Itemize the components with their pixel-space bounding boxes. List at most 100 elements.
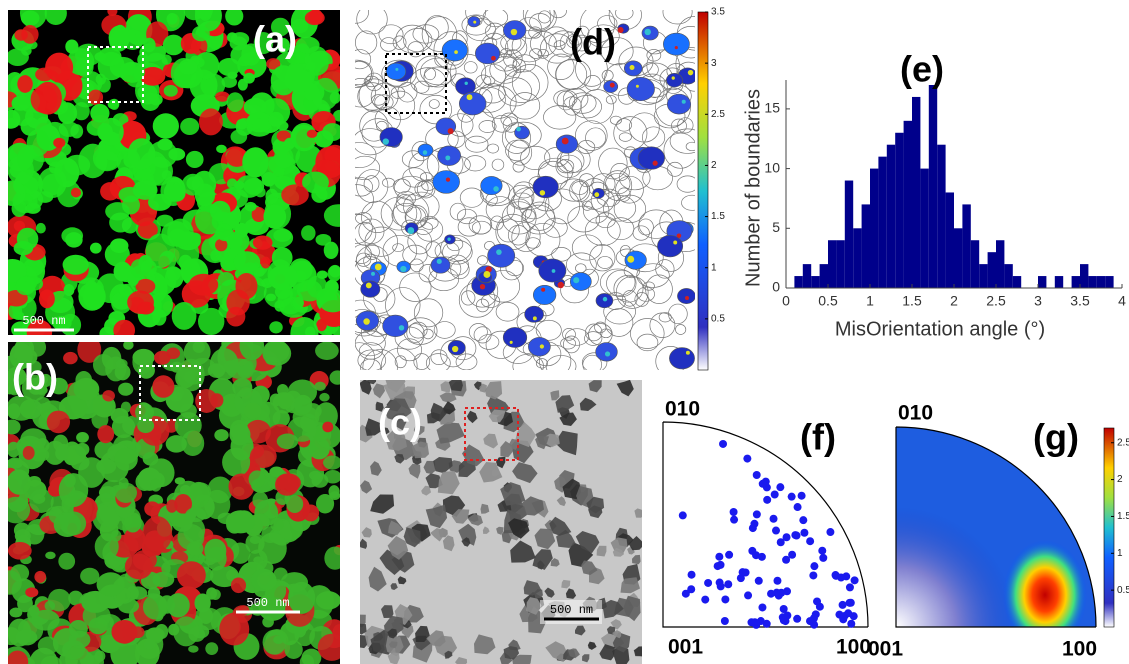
- grain-map: [533, 285, 556, 304]
- grain: [175, 477, 185, 484]
- grain: [64, 155, 90, 176]
- grain: [128, 138, 156, 169]
- x-tick-label: 3.5: [1070, 293, 1090, 309]
- grain: [90, 243, 102, 254]
- grain-spot: [399, 325, 404, 330]
- grain-spot: [558, 282, 564, 288]
- grain: [167, 13, 178, 25]
- grain: [179, 59, 197, 74]
- orientation-point: [780, 605, 788, 613]
- grain: [172, 302, 197, 330]
- grain: [3, 419, 20, 434]
- grain: [205, 642, 218, 655]
- panel-c: (c)500 nm: [353, 371, 647, 664]
- grain-spot: [516, 127, 521, 132]
- grain: [152, 309, 166, 326]
- x-tick-label: 1: [866, 293, 874, 309]
- grain-spot: [366, 283, 372, 289]
- bar: [962, 204, 970, 288]
- grain: [36, 223, 46, 234]
- chart-title: (e): [900, 49, 944, 90]
- grain: [6, 48, 29, 66]
- orientation-point: [744, 591, 752, 599]
- grain: [97, 425, 114, 443]
- y-tick-label: 0: [772, 279, 780, 295]
- grain-spot: [627, 256, 634, 263]
- grain: [161, 54, 171, 64]
- orientation-point: [773, 577, 781, 585]
- grain-map: [657, 235, 682, 257]
- grain: [45, 53, 73, 83]
- grain-spot: [483, 271, 490, 278]
- corner-label: 010: [665, 398, 700, 421]
- grain-spot: [552, 269, 556, 273]
- grain: [31, 85, 58, 113]
- grain-spot: [467, 94, 473, 100]
- colorbar-tick-label: 1.5: [711, 211, 725, 222]
- grain: [250, 444, 277, 468]
- grain-spot: [447, 238, 450, 241]
- grain: [95, 151, 118, 171]
- grain: [253, 236, 273, 250]
- grain-map: [570, 273, 591, 291]
- bar: [1097, 276, 1105, 288]
- grain: [329, 265, 341, 278]
- grain: [323, 455, 342, 469]
- grain: [153, 113, 179, 139]
- grain: [324, 547, 345, 570]
- grain: [6, 395, 36, 420]
- grain: [318, 634, 346, 661]
- grain: [192, 26, 210, 41]
- grain-spot: [437, 259, 442, 264]
- grain: [64, 284, 75, 296]
- grain: [277, 434, 299, 450]
- grain: [45, 601, 56, 611]
- grain: [242, 147, 268, 177]
- grain: [9, 607, 22, 617]
- orientation-point: [704, 579, 712, 587]
- grain: [307, 276, 328, 298]
- grain: [99, 327, 113, 341]
- grain-spot: [375, 264, 382, 271]
- grain: [54, 512, 81, 537]
- x-tick-label: 3: [1034, 293, 1042, 309]
- orientation-point: [755, 577, 763, 585]
- grain: [199, 608, 213, 624]
- grain: [63, 352, 78, 364]
- grain: [83, 283, 105, 309]
- grain: [307, 130, 317, 138]
- orientation-point: [771, 491, 779, 499]
- colorbar-tick-label: 3: [711, 58, 717, 69]
- bar: [1080, 264, 1088, 288]
- grain: [304, 86, 316, 100]
- grain: [175, 368, 195, 388]
- grain: [187, 541, 204, 555]
- grain-map: [433, 170, 460, 193]
- y-tick-label: 5: [772, 219, 780, 235]
- grain-map: [528, 337, 550, 356]
- colorbar-tick-label: 2.5: [711, 109, 725, 120]
- grain: [98, 47, 122, 66]
- grain: [232, 378, 252, 397]
- orientation-point: [772, 527, 780, 535]
- orientation-point: [776, 483, 784, 491]
- corner-label: 001: [868, 638, 903, 661]
- grain: [17, 75, 32, 93]
- grain-spot: [594, 192, 599, 197]
- y-axis-label: Number of boundaries: [742, 89, 764, 287]
- grain: [245, 202, 257, 212]
- grain: [118, 383, 133, 396]
- grain: [73, 102, 90, 120]
- orientation-point: [826, 528, 834, 536]
- bar: [937, 145, 945, 288]
- grain: [249, 470, 266, 488]
- panel-label: (b): [12, 357, 58, 398]
- grain: [263, 630, 287, 655]
- bar: [820, 264, 828, 288]
- grain-spot: [603, 297, 607, 301]
- grain-spot: [448, 128, 454, 134]
- grain: [293, 297, 304, 309]
- grain: [244, 178, 265, 195]
- orientation-point: [816, 603, 824, 611]
- grain-spot: [685, 296, 689, 300]
